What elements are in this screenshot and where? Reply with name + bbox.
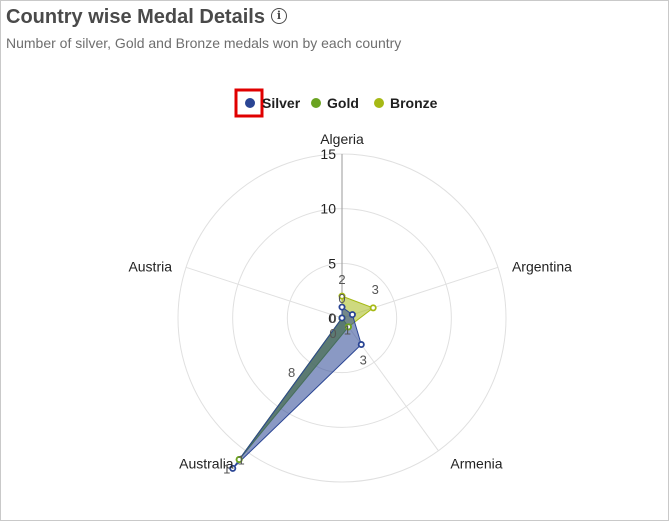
data-label: 3 [372,282,379,297]
data-point-silver[interactable] [348,311,356,319]
data-point-bronze[interactable] [338,292,346,300]
category-label: Armenia [450,456,502,472]
data-label: 0 [329,326,336,341]
data-point-silver[interactable] [357,341,365,349]
legend-marker-silver[interactable] [245,98,255,108]
legend-item-gold[interactable]: Gold [327,95,359,111]
radial-tick-label: 15 [320,146,336,162]
title-row: Country wise Medal Details i [6,6,287,29]
legend-marker-bronze[interactable] [374,98,384,108]
data-point-gold[interactable] [344,323,352,331]
category-label: Austria [128,258,172,274]
axis-spoke [185,266,343,319]
data-label: 1 [344,323,351,338]
radial-tick-label: 10 [320,201,336,217]
data-label: 0 [329,311,336,326]
data-label: 0 [338,291,345,306]
chart-subtitle: Number of silver, Gold and Bronze medals… [6,35,402,51]
category-label: Algeria [320,131,364,147]
data-point-silver[interactable] [338,303,346,311]
category-label: Argentina [512,258,572,274]
radial-tick-label: 0 [328,310,336,326]
data-point-gold[interactable] [235,456,243,464]
data-label: 2 [338,272,345,287]
info-circle-icon[interactable]: i [270,7,287,24]
chart-title: Country wise Medal Details [6,6,265,28]
legend-marker-gold[interactable] [311,98,321,108]
legend-item-silver[interactable]: Silver [262,95,301,111]
data-label: 1 [223,461,230,476]
data-label: 3 [360,353,367,368]
category-label: Australia [179,456,234,472]
radial-tick-label: 5 [328,255,336,271]
legend-selection-box [234,88,264,118]
data-point-silver[interactable] [229,464,237,472]
data-label: 1 [238,453,245,468]
data-point-bronze[interactable] [369,304,377,312]
series-area-silver[interactable] [232,306,362,469]
data-point-silver[interactable] [338,314,346,322]
data-label: 8 [288,365,295,380]
legend-item-bronze[interactable]: Bronze [390,95,438,111]
